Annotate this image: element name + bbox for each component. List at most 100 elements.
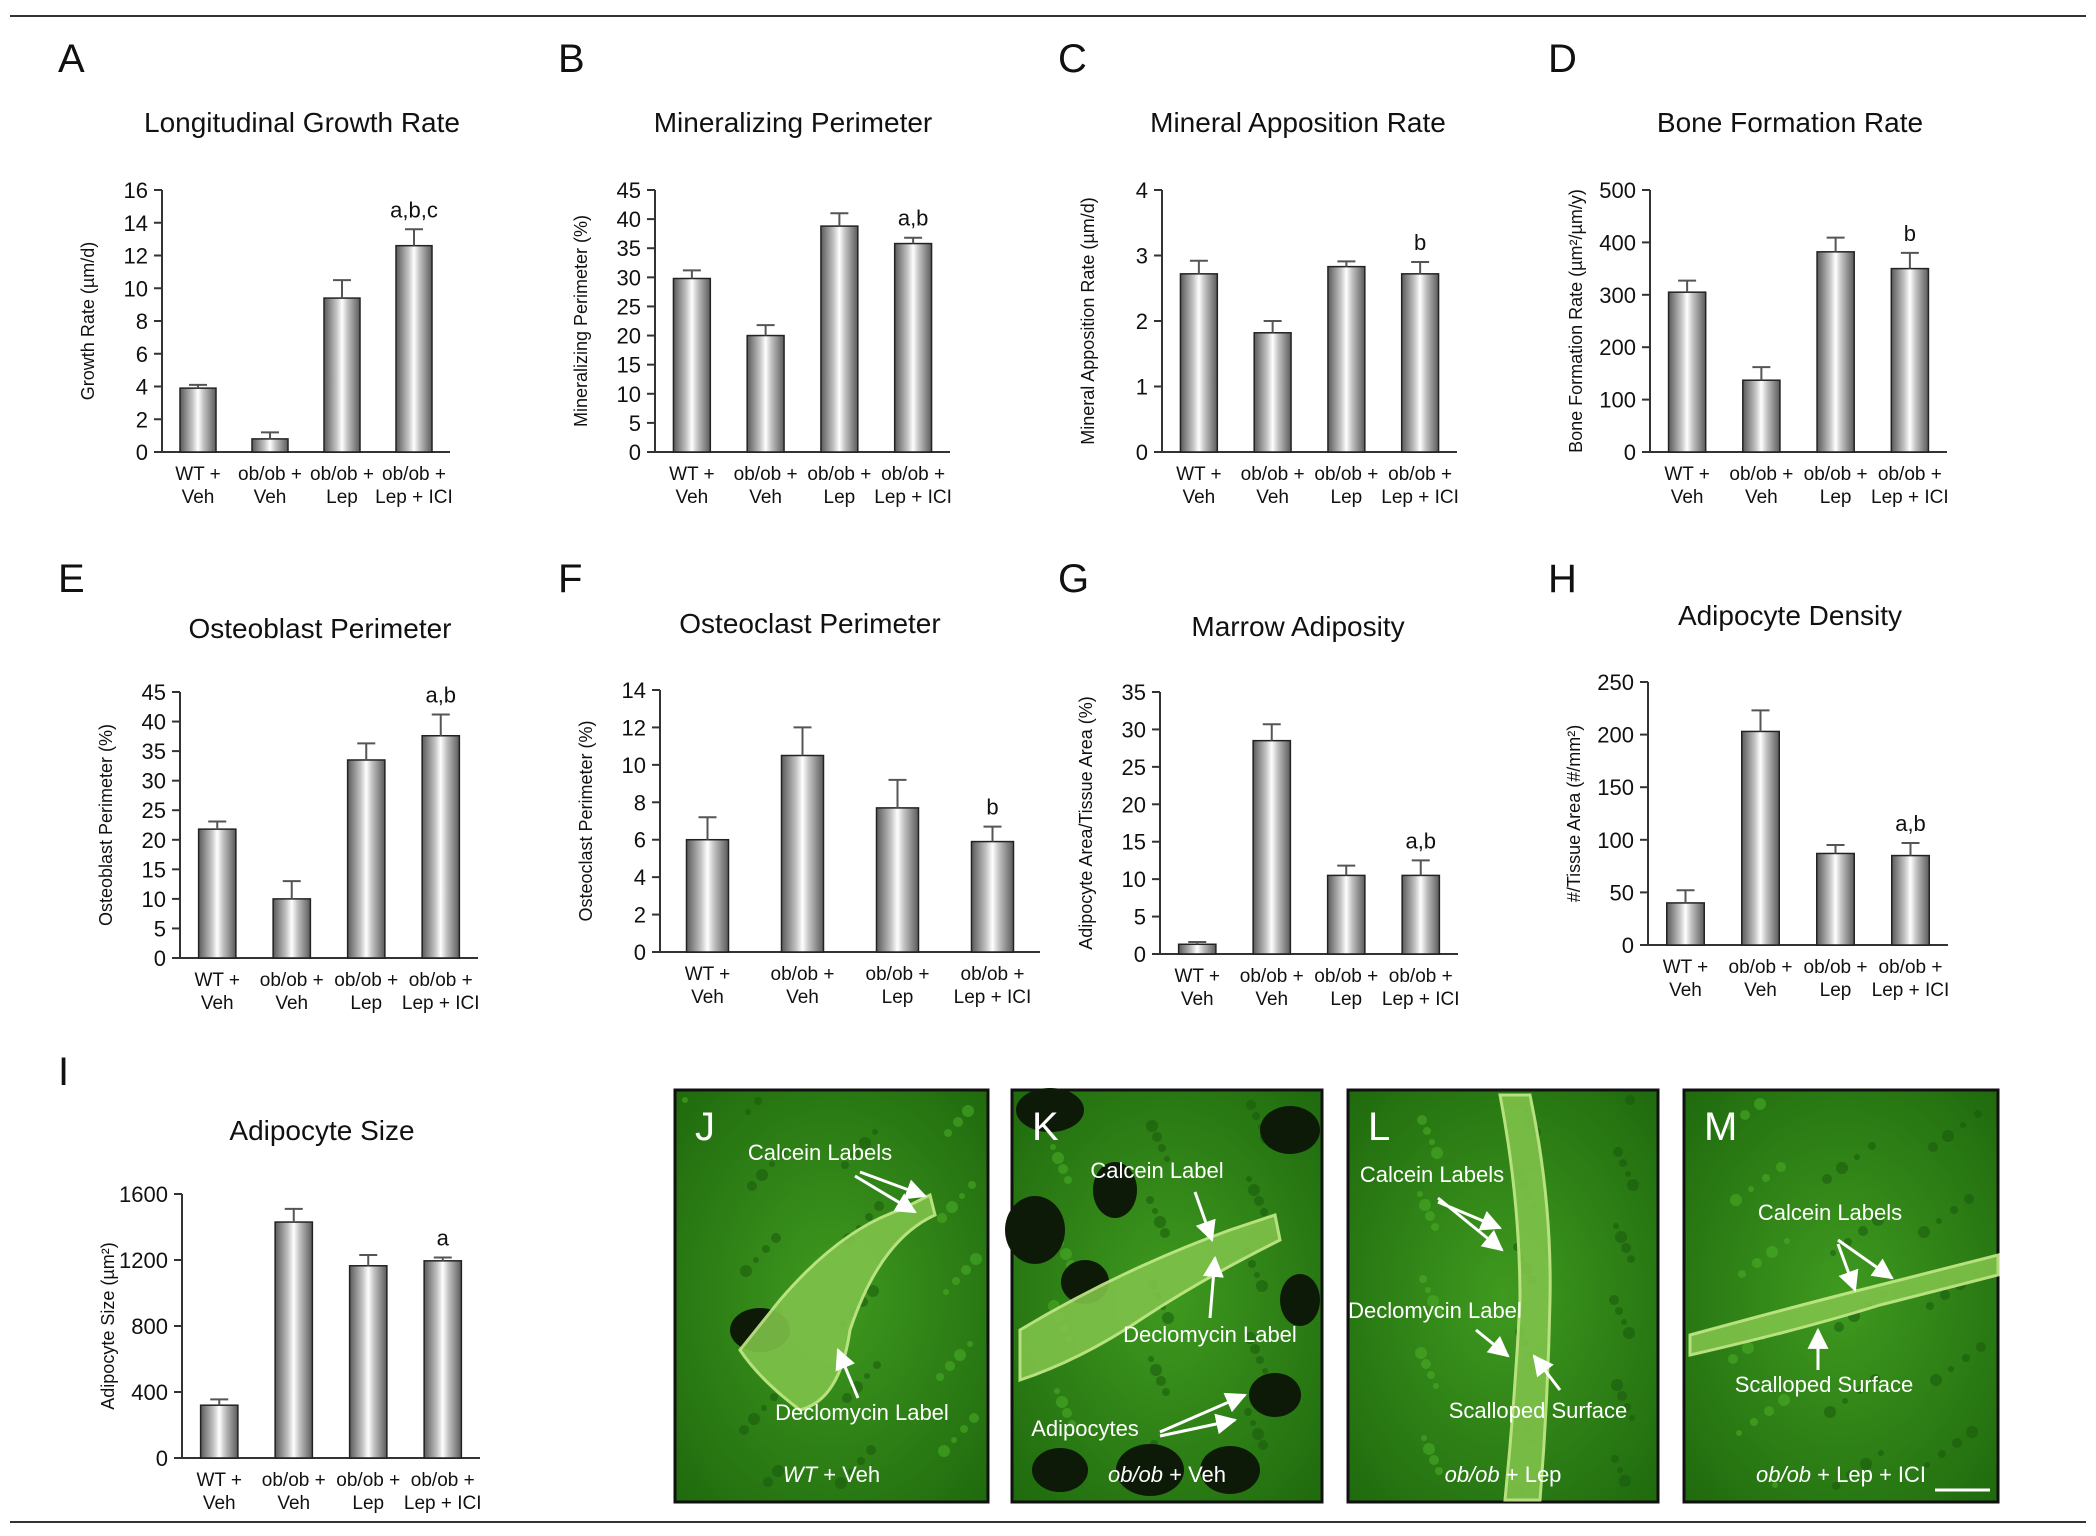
annotation-label: Calcein Labels [1758, 1200, 1902, 1225]
bar [1179, 273, 1219, 453]
tissue-speckle [1050, 1144, 1056, 1150]
tissue-speckle [1623, 1327, 1635, 1339]
y-tick-label: 0 [634, 940, 646, 965]
tissue-speckle [944, 1129, 952, 1137]
tissue-speckle [951, 1437, 957, 1443]
bone-trabecula [1498, 1093, 1552, 1502]
tissue-speckle [1928, 1142, 1938, 1152]
bar [272, 898, 312, 959]
tissue-speckle [1433, 1307, 1443, 1317]
chart-title: Mineralizing Perimeter [654, 107, 933, 138]
chart-panel-g: G Marrow Adiposity Adipocyte Area/Tissue A… [1058, 557, 1460, 1010]
adipocyte-void [1280, 1274, 1320, 1326]
tissue-speckle [1736, 1430, 1742, 1436]
y-tick-label: 30 [617, 265, 641, 290]
tissue-speckle [761, 1405, 767, 1411]
tissue-speckle [1868, 1142, 1876, 1150]
x-tick-label: ob/ob + Lep [1804, 957, 1868, 1001]
annotation-arrow [1159, 1392, 1247, 1434]
tissue-speckle [1421, 1435, 1427, 1441]
tissue-speckle [1619, 1159, 1627, 1167]
annotation-arrow [1437, 1200, 1502, 1231]
tissue-speckle [1246, 1100, 1256, 1110]
tissue-speckle [1784, 1238, 1790, 1244]
tissue-speckle [943, 1289, 949, 1295]
tissue-speckle [1150, 1364, 1162, 1376]
tissue-speckle [1617, 1467, 1623, 1473]
tissue-speckle [1613, 1147, 1623, 1157]
tissue-speckle [1762, 1174, 1770, 1182]
y-tick-label: 5 [629, 411, 641, 436]
tissue-speckle [1830, 1250, 1836, 1256]
tissue-speckle [857, 1457, 865, 1465]
tissue-speckle [1433, 1383, 1439, 1389]
tissue-speckle [739, 1425, 749, 1435]
tissue-speckle [1936, 1218, 1942, 1224]
tissue-speckle [1058, 1164, 1068, 1174]
bar [1667, 291, 1707, 453]
tissue-speckle [1431, 1147, 1443, 1159]
adipocyte-void [1260, 1106, 1320, 1154]
bone-trabecula [738, 1192, 937, 1412]
tissue-speckle [1858, 1226, 1868, 1236]
tissue-speckle [1615, 1231, 1627, 1243]
tissue-speckle [1726, 1122, 1734, 1130]
y-tick-label: 100 [1597, 828, 1634, 853]
y-tick-label: 0 [1136, 440, 1148, 465]
tissue-speckle [1162, 1388, 1170, 1396]
bar [746, 334, 785, 453]
x-tick-label: ob/ob + Lep + ICI [375, 464, 453, 508]
tissue-speckle [873, 1361, 881, 1369]
y-tick-label: 300 [1599, 283, 1636, 308]
tissue-speckle [1423, 1443, 1435, 1455]
bar [1252, 739, 1292, 955]
tissue-speckle [1842, 1398, 1848, 1404]
tissue-speckle [1942, 1130, 1954, 1142]
tissue-speckle [1846, 1470, 1856, 1480]
y-tick-label: 10 [124, 276, 148, 301]
chart-title: Marrow Adiposity [1191, 611, 1404, 642]
tissue-speckle [835, 1477, 847, 1489]
chart-panel-e: E Osteoblast Perimeter Osteoblast Perimete… [58, 557, 480, 1014]
panel-letter: I [58, 1050, 69, 1094]
panel-letter: L [1368, 1105, 1390, 1149]
bar [1742, 379, 1781, 453]
tissue-speckle [1260, 1208, 1268, 1216]
tissue-speckle [1778, 1394, 1790, 1406]
tissue-speckle [1730, 1194, 1742, 1206]
x-tick-label: WT + Veh [175, 464, 221, 508]
y-tick-label: 25 [617, 294, 641, 319]
tissue-speckle [1629, 1415, 1635, 1421]
tissue-speckle [1834, 1322, 1844, 1332]
bar [274, 1221, 314, 1459]
tissue-speckle [1613, 1223, 1619, 1229]
tissue-speckle [1146, 1120, 1158, 1132]
y-tick-label: 40 [142, 710, 166, 735]
significance-label: b [1414, 230, 1426, 255]
y-axis-label: Mineralizing Perimeter (%) [571, 215, 591, 427]
x-tick-label: ob/ob + Lep [1314, 966, 1378, 1010]
tissue-speckle [952, 1277, 960, 1285]
tissue-speckle [1856, 1386, 1864, 1394]
x-tick-label: ob/ob + Lep [310, 464, 374, 508]
tissue-speckle [1617, 1391, 1627, 1401]
tissue-speckle [1152, 1132, 1162, 1142]
tissue-speckle [1148, 1356, 1154, 1362]
panel-letter: A [58, 37, 85, 81]
tissue-speckle [959, 1193, 965, 1199]
significance-label: a,b [898, 206, 929, 231]
annotation-arrow [1836, 1243, 1859, 1292]
y-tick-label: 150 [1597, 775, 1634, 800]
tissue-speckle [866, 1445, 876, 1455]
tissue-speckle [770, 1393, 778, 1401]
annotation-arrow [859, 1170, 927, 1200]
chart-panel-a: A Longitudinal Growth Rate Growth Rate (µm… [58, 37, 460, 508]
micrograph-panel-l: L Calcein Labels Declomycin Label Scalloped… [1346, 1088, 1660, 1504]
bar [423, 1260, 463, 1459]
y-tick-label: 10 [622, 753, 646, 778]
tissue-speckle [1248, 1260, 1256, 1268]
tissue-speckle [1836, 1162, 1848, 1174]
bar [421, 734, 461, 959]
x-tick-label: WT + Veh [1176, 464, 1222, 508]
